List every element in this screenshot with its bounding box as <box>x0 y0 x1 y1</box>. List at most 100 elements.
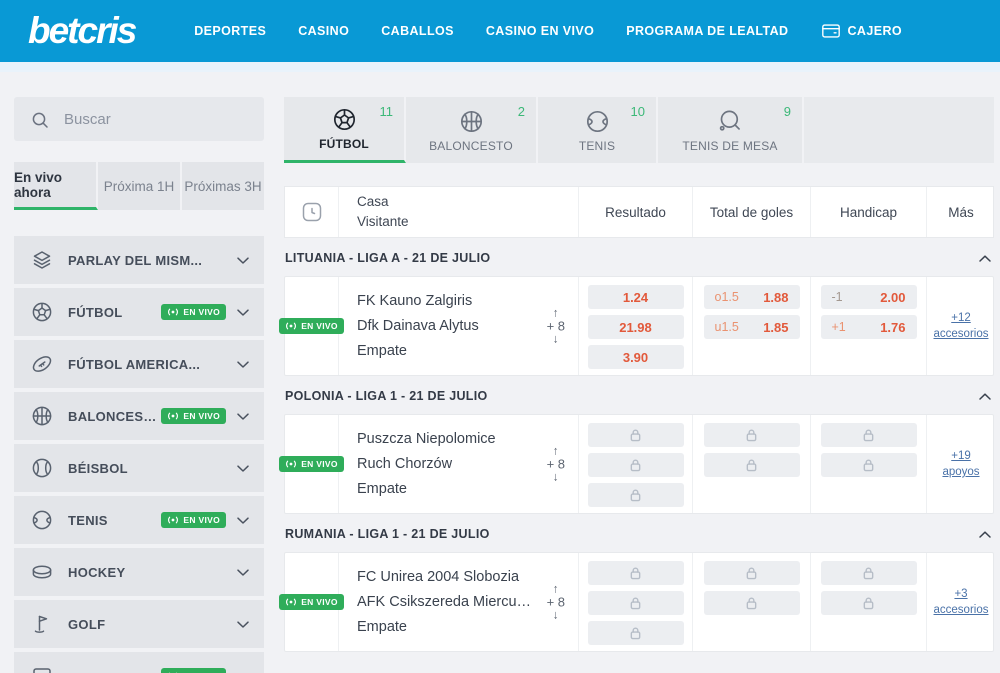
away-team: Ruch Chorzów <box>357 455 453 472</box>
locked-odd <box>587 591 684 615</box>
nav-cajero[interactable]: CAJERO <box>821 21 903 41</box>
league-title: POLONIA - LIGA 1 - 21 DE JULIO <box>285 389 488 403</box>
chevron-down-icon[interactable] <box>236 464 250 473</box>
tab-count: 10 <box>630 104 645 119</box>
sidebar-item-golf[interactable]: GOLF <box>14 600 264 648</box>
more-markets-link[interactable]: +3 accesorios <box>933 588 989 616</box>
tab-label: BALONCESTO <box>429 138 513 153</box>
clock-icon <box>302 202 321 222</box>
tab-label: TENIS <box>578 138 616 153</box>
lock-icon <box>746 567 757 580</box>
live-signal-icon <box>286 598 297 606</box>
subnav-strip <box>0 62 1000 72</box>
header-visitante: Visitante <box>357 214 409 229</box>
nav-casino-en-vivo[interactable]: CASINO EN VIVO <box>485 24 595 38</box>
sidebar-item-hockey[interactable]: HOCKEY <box>14 548 264 596</box>
search-input[interactable] <box>64 110 224 128</box>
locked-odd <box>587 453 684 477</box>
league-header-rumania: RUMANIA - LIGA 1 - 21 DE JULIO <box>285 527 992 541</box>
odd-away[interactable]: 21.98 <box>587 315 684 339</box>
chevron-down-icon[interactable] <box>236 516 250 525</box>
teams-cell[interactable]: FK Kauno Zalgiris Dfk Dainava Alytus Emp… <box>339 277 579 375</box>
match-row-lituania: EN VIVO FK Kauno Zalgiris Dfk Dainava Al… <box>279 276 994 376</box>
chevron-down-icon[interactable] <box>236 360 250 369</box>
locked-odd <box>820 591 917 615</box>
tab-count: 9 <box>783 104 791 119</box>
teams-cell[interactable]: Puszcza Niepolomice Ruch Chorzów Empate … <box>339 415 579 513</box>
tab-proxima-1h[interactable]: Próxima 1H <box>98 162 182 210</box>
tab-proximas-3h[interactable]: Próximas 3H <box>182 162 264 210</box>
screen-icon <box>33 668 51 673</box>
teams-cell[interactable]: FC Unirea 2004 Slobozia AFK Csikszereda … <box>339 553 579 651</box>
chevron-up-icon[interactable] <box>978 254 992 263</box>
odd-handicap-away[interactable]: +1 1.76 <box>820 315 917 339</box>
live-signal-icon <box>286 322 297 330</box>
totals-odds-cell <box>693 415 811 513</box>
chevron-down-icon[interactable] <box>236 308 250 317</box>
chevron-down-icon[interactable] <box>236 256 250 265</box>
main-nav: DEPORTES CASINO CABALLOS CASINO EN VIVO … <box>194 21 902 41</box>
lock-icon <box>630 489 641 502</box>
basketball-icon <box>460 110 482 132</box>
draw-label: Empate <box>357 481 407 498</box>
sidebar-item-futbol-americano[interactable]: FÚTBOL AMERICA... <box>14 340 264 388</box>
sidebar-item-tenis[interactable]: TENIS EN VIVO <box>14 496 264 544</box>
more-markets-link[interactable]: +19 apoyos <box>942 450 980 478</box>
chevron-down-icon[interactable] <box>236 568 250 577</box>
sport-tab-futbol[interactable]: 11 FÚTBOL <box>284 97 406 163</box>
league-title: LITUANIA - LIGA A - 21 DE JULIO <box>285 251 491 265</box>
sidebar-item-label: FÚTBOL AMERICA... <box>68 356 201 372</box>
sidebar-item-label: HOCKEY <box>68 564 126 580</box>
sport-tab-tenis-de-mesa[interactable]: 9 TENIS DE MESA <box>658 97 804 163</box>
betcris-logo[interactable]: betcris <box>28 10 137 51</box>
chevron-down-icon[interactable] <box>236 620 250 629</box>
chevron-up-icon[interactable] <box>978 392 992 401</box>
arrow-up-icon: ↑ <box>552 581 559 596</box>
handicap-odds-cell <box>811 553 927 651</box>
more-markets-indicator: ↑ + 8 ↓ <box>546 443 565 484</box>
odd-under[interactable]: u1.5 1.85 <box>703 315 800 339</box>
home-team: FK Kauno Zalgiris <box>357 292 473 309</box>
nav-cajero-label: CAJERO <box>847 24 902 38</box>
more-markets-link[interactable]: +12 accesorios <box>933 312 989 340</box>
sidebar-item-clipped[interactable]: EN VIVO <box>14 652 264 673</box>
draw-label: Empate <box>357 343 407 360</box>
live-signal-icon <box>168 308 179 316</box>
sidebar-item-parlay[interactable]: PARLAY DEL MISM... <box>14 236 264 284</box>
locked-odd <box>820 423 917 447</box>
arrow-down-icon: ↓ <box>552 331 559 346</box>
lock-icon <box>746 597 757 610</box>
chevron-up-icon[interactable] <box>978 530 992 539</box>
odd-home[interactable]: 1.24 <box>587 285 684 309</box>
tab-count: 2 <box>517 104 525 119</box>
odd-handicap-home[interactable]: -1 2.00 <box>820 285 917 309</box>
lock-icon <box>630 429 641 442</box>
live-badge: EN VIVO <box>161 408 226 424</box>
nav-casino[interactable]: CASINO <box>298 24 350 38</box>
live-badge: EN VIVO <box>161 304 226 320</box>
chevron-down-icon[interactable] <box>236 412 250 421</box>
locked-odd <box>587 561 684 585</box>
handicap-odds-cell <box>811 415 927 513</box>
sport-tab-tenis[interactable]: 10 TENIS <box>538 97 658 163</box>
nav-programa-lealtad[interactable]: PROGRAMA DE LEALTAD <box>626 24 789 38</box>
top-nav: betcris DEPORTES CASINO CABALLOS CASINO … <box>0 0 1000 62</box>
lock-icon <box>630 567 641 580</box>
result-odds-cell: 1.24 21.98 3.90 <box>579 277 693 375</box>
nav-caballos[interactable]: CABALLOS <box>381 24 454 38</box>
sidebar-item-beisbol[interactable]: BÉISBOL <box>14 444 264 492</box>
sidebar-item-baloncesto[interactable]: BALONCESTO EN VIVO <box>14 392 264 440</box>
live-badge: EN VIVO <box>161 668 226 673</box>
sidebar-item-futbol[interactable]: FÚTBOL EN VIVO <box>14 288 264 336</box>
sport-tab-baloncesto[interactable]: 2 BALONCESTO <box>406 97 538 163</box>
hockey-puck-icon <box>32 565 52 579</box>
tab-en-vivo-ahora[interactable]: En vivo ahora <box>14 162 98 210</box>
odd-over[interactable]: o1.5 1.88 <box>703 285 800 309</box>
league-title: RUMANIA - LIGA 1 - 21 DE JULIO <box>285 527 490 541</box>
totals-odds-cell <box>693 553 811 651</box>
sidebar-item-label: FÚTBOL <box>68 304 123 320</box>
odd-draw[interactable]: 3.90 <box>587 345 684 369</box>
search-box[interactable] <box>14 97 264 141</box>
handicap-odds-cell: -1 2.00 +1 1.76 <box>811 277 927 375</box>
nav-deportes[interactable]: DEPORTES <box>194 24 267 38</box>
